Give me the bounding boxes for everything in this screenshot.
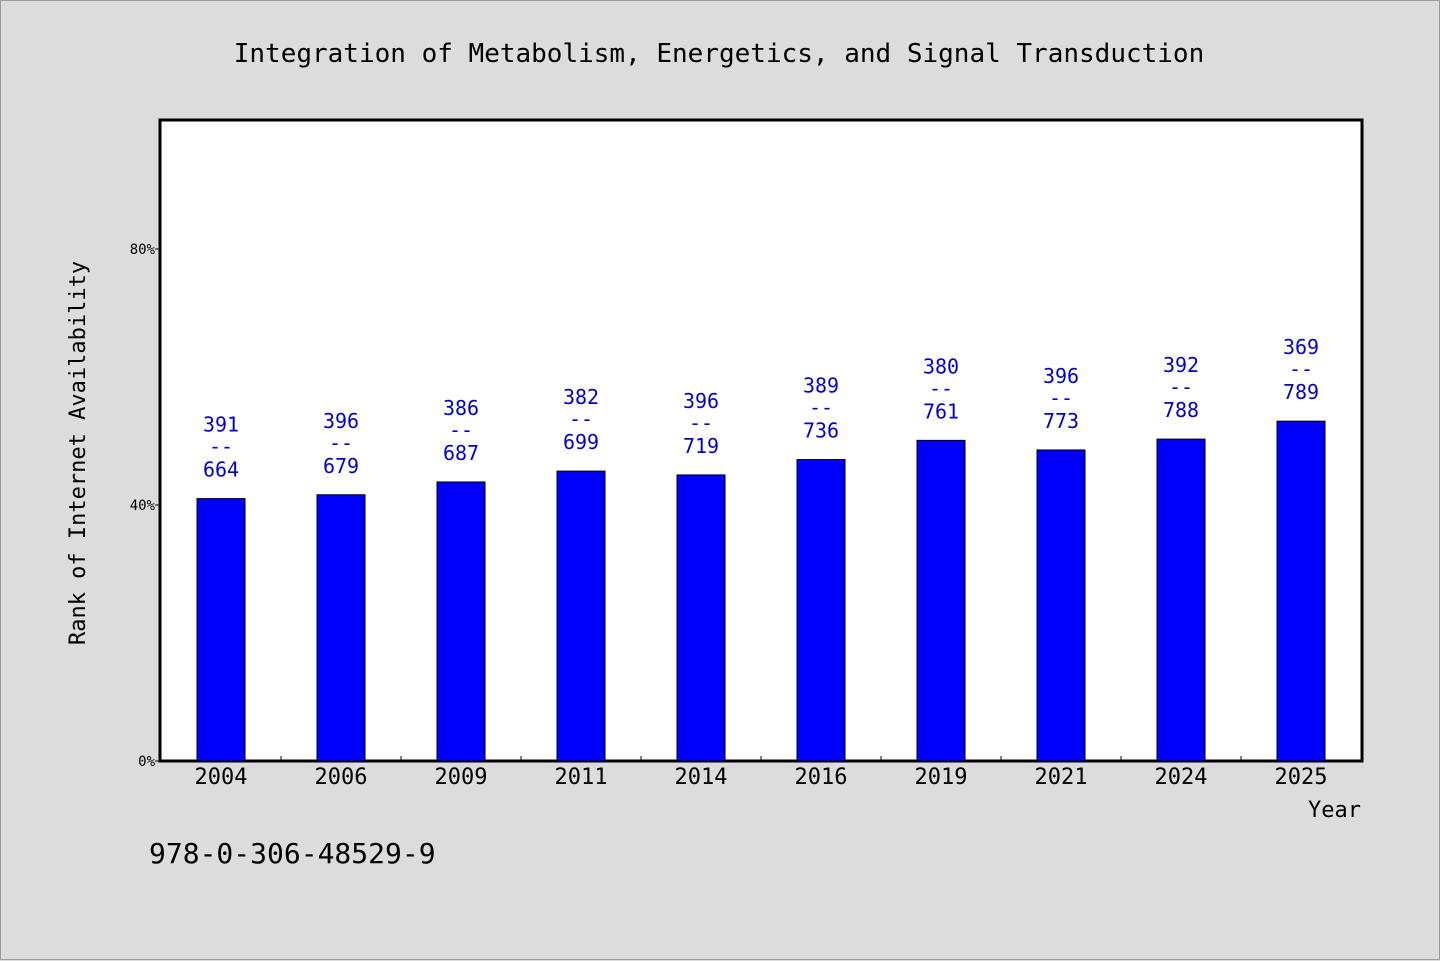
data-label-top: 369	[1283, 335, 1319, 359]
data-label-top: 389	[803, 374, 839, 398]
y-tick-label: 0%	[138, 754, 155, 770]
x-tick-label: 2009	[435, 765, 488, 790]
data-label-top: 382	[563, 385, 599, 409]
data-label-separator: --	[209, 435, 233, 459]
x-tick-label: 2016	[795, 765, 848, 790]
data-label-bottom: 679	[323, 454, 359, 478]
data-label-top: 380	[923, 354, 959, 378]
data-label-bottom: 788	[1163, 398, 1199, 422]
data-label-top: 391	[203, 413, 239, 437]
x-axis: 2004 2006 2009 2011 2014 2016 2019 2021 2024 2025	[195, 756, 1328, 790]
data-label-bottom: 773	[1043, 409, 1079, 433]
x-axis-title: Year	[1308, 798, 1361, 823]
bar	[436, 481, 486, 762]
isbn-text: 978-0-306-48529-9	[149, 837, 436, 870]
data-label-separator: --	[569, 407, 593, 431]
data-labels-layer: 391--664396--679386--687382--699396--719…	[203, 335, 1319, 481]
data-label-bottom: 789	[1283, 380, 1319, 404]
data-label-separator: --	[1169, 375, 1193, 399]
data-label-bottom: 761	[923, 399, 959, 423]
bar	[316, 494, 366, 762]
x-tick-label: 2021	[1035, 765, 1088, 790]
data-label-top: 396	[683, 389, 719, 413]
bar	[556, 470, 606, 762]
data-label-separator: --	[809, 396, 833, 420]
x-tick-label: 2024	[1155, 765, 1208, 790]
y-tick-label: 40%	[130, 498, 156, 514]
data-label-separator: --	[929, 376, 953, 400]
y-axis: 0% 40% 80%	[130, 242, 161, 770]
bar	[796, 459, 846, 762]
y-axis-title: Rank of Internet Availability	[66, 261, 91, 645]
data-label-top: 392	[1163, 353, 1199, 377]
data-label-separator: --	[1289, 357, 1313, 381]
data-label-top: 386	[443, 396, 479, 420]
x-tick-label: 2025	[1275, 765, 1328, 790]
data-label-separator: --	[1049, 386, 1073, 410]
x-tick-label: 2011	[555, 765, 608, 790]
bar	[1276, 420, 1326, 762]
chart-title: Integration of Metabolism, Energetics, a…	[234, 39, 1205, 69]
data-label-bottom: 687	[443, 441, 479, 465]
data-label-bottom: 699	[563, 430, 599, 454]
bar	[916, 439, 966, 762]
x-tick-label: 2006	[315, 765, 368, 790]
bar	[1036, 449, 1086, 762]
data-label-bottom: 736	[803, 419, 839, 443]
bar	[196, 498, 246, 762]
x-tick-label: 2019	[915, 765, 968, 790]
bars-layer	[196, 420, 1326, 762]
data-label-top: 396	[323, 409, 359, 433]
data-label-separator: --	[689, 411, 713, 435]
data-label-separator: --	[329, 431, 353, 455]
bar	[1156, 438, 1206, 762]
data-label-bottom: 719	[683, 434, 719, 458]
data-label-separator: --	[449, 418, 473, 442]
x-tick-label: 2004	[195, 765, 248, 790]
x-tick-label: 2014	[675, 765, 728, 790]
data-label-bottom: 664	[203, 458, 239, 482]
data-label-top: 396	[1043, 364, 1079, 388]
bar	[676, 474, 726, 762]
y-tick-label: 80%	[130, 242, 156, 258]
